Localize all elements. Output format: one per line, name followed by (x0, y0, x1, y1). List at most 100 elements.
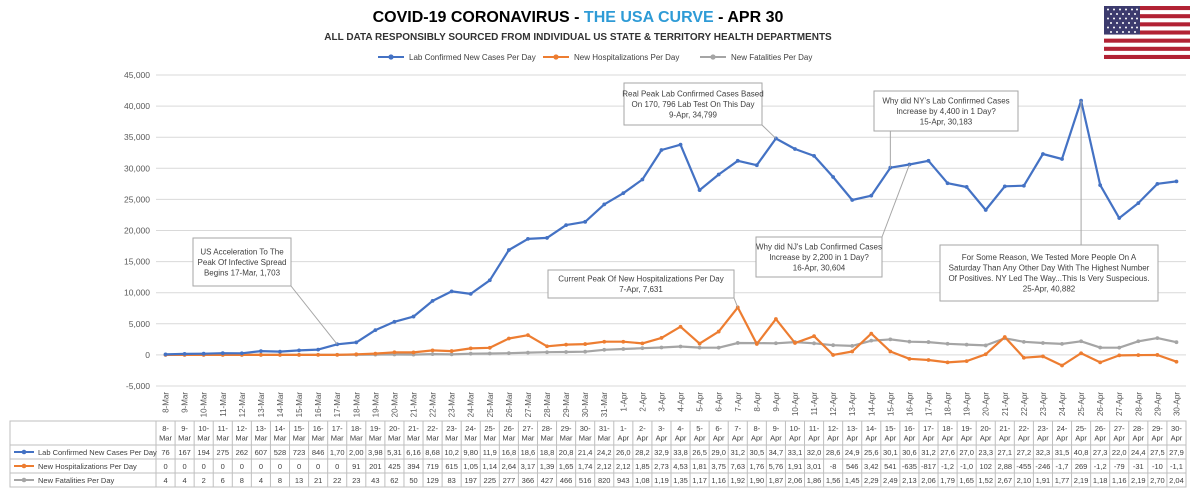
x-tick-label: 5-Apr (696, 392, 705, 412)
table-cell: 2,12 (616, 462, 631, 471)
table-cell: 20,8 (559, 448, 574, 457)
table-header-cell: Apr (1075, 434, 1087, 443)
table-cell: 32,9 (654, 448, 669, 457)
data-point (316, 347, 321, 352)
y-tick-label: 5,000 (129, 319, 151, 329)
table-header-cell: Mar (502, 434, 515, 443)
x-tick-label: 10-Mar (200, 392, 209, 418)
table-header-cell: Apr (789, 434, 801, 443)
table-cell: 2,88 (997, 462, 1012, 471)
data-point (1174, 179, 1179, 184)
table-cell: 1,86 (807, 476, 822, 485)
table-header-cell: 30- (580, 424, 591, 433)
data-point (774, 317, 778, 321)
data-point (964, 342, 969, 347)
table-cell: 2,19 (1074, 476, 1089, 485)
data-point (678, 324, 683, 329)
annotation-text: For Some Reason, We Tested More People O… (962, 253, 1137, 262)
data-point (945, 341, 950, 346)
data-point (831, 343, 836, 348)
table-cell: -1,2 (1094, 462, 1107, 471)
annotation-box (192, 237, 292, 287)
table-header-cell: Mar (541, 434, 554, 443)
data-point (888, 349, 893, 354)
table-header-cell: 18- (351, 424, 362, 433)
table-cell: 0 (259, 462, 263, 471)
data-point (373, 351, 378, 356)
annotation-text: Increase by 2,200 in 1 Day? (769, 253, 869, 262)
table-header-cell: Apr (617, 434, 629, 443)
table-cell: -1,7 (1056, 462, 1069, 471)
table-header-cell: Apr (865, 434, 877, 443)
data-point (487, 345, 492, 350)
table-header-cell: Mar (178, 434, 191, 443)
table-header-cell: Mar (274, 434, 287, 443)
table-header-cell: 11- (809, 424, 820, 433)
table-cell: 9,80 (463, 448, 478, 457)
data-point (621, 191, 626, 196)
table-header-cell: 27- (523, 424, 534, 433)
data-point (1098, 345, 1103, 350)
table-cell: 22,0 (1112, 448, 1127, 457)
x-tick-label: 8-Mar (162, 392, 171, 413)
data-point (926, 340, 931, 344)
table-cell: 2,10 (1017, 476, 1032, 485)
table-header-cell: Apr (1094, 434, 1106, 443)
x-tick-label: 14-Apr (867, 392, 876, 416)
data-point (831, 353, 836, 357)
y-tick-label: 10,000 (124, 288, 150, 298)
data-point (793, 341, 797, 345)
y-tick-label: 15,000 (124, 257, 150, 267)
table-cell: 194 (197, 448, 210, 457)
table-cell: 91 (352, 462, 360, 471)
x-tick-label: 13-Mar (257, 392, 266, 418)
data-point (583, 349, 588, 354)
annotation-text: Begins 17-Mar, 1,703 (204, 268, 281, 277)
data-point (640, 341, 645, 346)
table-cell: 25,6 (864, 448, 879, 457)
table-header-cell: 23- (446, 424, 457, 433)
table-header-cell: Mar (521, 434, 534, 443)
data-point (468, 351, 473, 356)
table-header-cell: Apr (923, 434, 935, 443)
annotation-text: Why did NJ's Lab Confirmed Cases (756, 242, 882, 251)
table-header-cell: Mar (598, 434, 611, 443)
x-tick-label: 19-Apr (963, 392, 972, 416)
table-cell: 8,68 (425, 448, 440, 457)
x-tick-label: 21-Mar (410, 392, 419, 418)
table-header-cell: 24- (1057, 424, 1068, 433)
data-point (1041, 354, 1045, 359)
data-point (583, 342, 588, 346)
table-cell: 3,98 (368, 448, 383, 457)
x-tick-label: 9-Apr (772, 392, 781, 412)
table-header-cell: 29- (1152, 424, 1163, 433)
data-point (1060, 363, 1064, 368)
data-point (220, 351, 225, 356)
table-header-cell: 20- (980, 424, 991, 433)
table-cell: 1,45 (845, 476, 860, 485)
table-cell: 21 (314, 476, 322, 485)
data-point (869, 193, 874, 198)
table-cell: 27,6 (940, 448, 955, 457)
annotation-box (547, 269, 735, 299)
table-header-cell: 31- (599, 424, 610, 433)
x-tick-label: 20-Apr (982, 392, 991, 416)
annotation-text: Current Peak Of New Hospitalizations Per… (558, 275, 723, 284)
x-tick-label: 25-Apr (1077, 392, 1086, 416)
table-header-cell: Apr (732, 434, 744, 443)
data-point (602, 202, 607, 207)
table-header-cell: 11- (218, 424, 229, 433)
x-tick-label: 31-Mar (600, 392, 609, 418)
table-header-cell: Apr (1056, 434, 1068, 443)
table-cell: 1,77 (1055, 476, 1070, 485)
x-tick-label: 24-Mar (467, 392, 476, 418)
data-point (964, 185, 969, 189)
data-point (659, 148, 664, 152)
table-header-cell: 9- (773, 424, 780, 433)
table-cell: 7,63 (730, 462, 745, 471)
table-cell: 277 (503, 476, 516, 485)
data-point (1002, 184, 1007, 189)
table-header-cell: 27- (1114, 424, 1125, 433)
x-tick-label: 27-Apr (1115, 392, 1124, 416)
data-point (583, 219, 588, 224)
